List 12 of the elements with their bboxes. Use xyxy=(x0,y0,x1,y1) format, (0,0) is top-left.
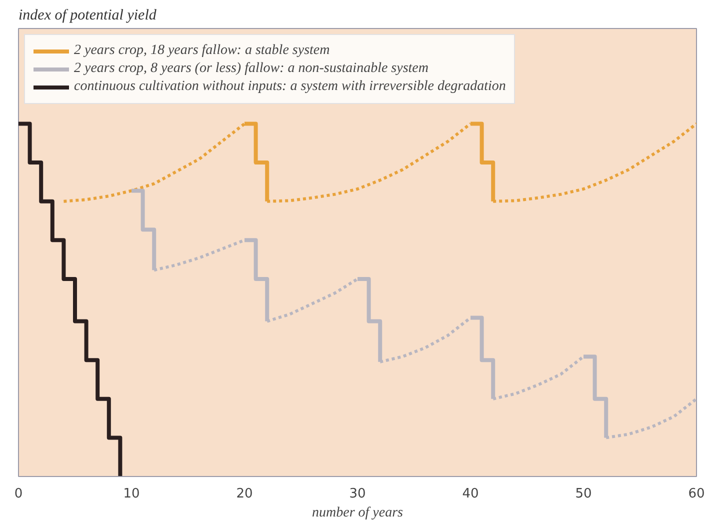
legend-label: 2 years crop, 18 years fallow: a stable system xyxy=(74,43,330,59)
legend-label: 2 years crop, 8 years (or less) fallow: a non-sustainable system xyxy=(74,61,428,77)
x-tick-label: 50 xyxy=(575,486,592,502)
x-tick-label: 10 xyxy=(123,486,140,502)
x-tick-label: 60 xyxy=(688,486,705,502)
x-tick-label: 40 xyxy=(462,486,479,502)
x-tick-label: 20 xyxy=(236,486,253,502)
x-axis-title: number of years xyxy=(312,506,404,520)
x-tick-label: 0 xyxy=(14,486,23,502)
x-tick-label: 30 xyxy=(349,486,366,502)
legend-label: continuous cultivation without inputs: a system with irreversible degradation xyxy=(74,79,506,95)
chart-title: index of potential yield xyxy=(18,8,157,24)
